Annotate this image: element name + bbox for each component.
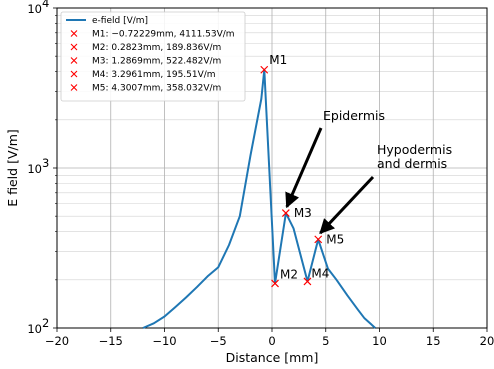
annotation-arrow [319, 175, 375, 235]
marker-x-icon [260, 65, 269, 74]
y-tick-label: 10 [27, 2, 42, 16]
legend-entry-marker: M5: 4.3007mm, 358.032V/m [92, 84, 221, 94]
marker-label: M2 [280, 267, 298, 281]
legend-marker-icon [70, 30, 78, 37]
marker-x-icon [271, 279, 279, 288]
marker-label: M4 [311, 266, 329, 280]
x-tick-label: 15 [426, 334, 441, 348]
y-tick-label: 10 [27, 322, 42, 336]
marker-x-icon [314, 235, 323, 244]
markers-group: M1 M2 M3 M4 M5 [260, 53, 344, 288]
x-tick-label: −10 [152, 334, 176, 348]
legend-box [60, 11, 246, 102]
marker-m5: M5 [314, 232, 344, 246]
legend-marker-icon [70, 84, 78, 91]
marker-label: M1 [269, 53, 287, 67]
marker-x-icon [303, 277, 312, 286]
legend: e-field [V/m] M1: −0.72229mm, 4111.53V/m M… [60, 11, 246, 102]
y-axis-label: E field [V/m] [5, 129, 20, 207]
legend-marker-icon [70, 43, 78, 51]
marker-m3: M3 [281, 206, 312, 220]
y-tick-label: 10 [27, 162, 42, 176]
x-tick-label: 5 [322, 334, 329, 348]
y-tick-exponent: 2 [42, 316, 49, 330]
x-tick-label: −20 [45, 334, 69, 348]
annotation-text: and dermis [377, 156, 447, 171]
y-tick-exponent: 4 [42, 0, 49, 10]
legend-entry-series: e-field [V/m] [92, 16, 148, 26]
annotation-arrow [285, 127, 323, 209]
y-tick-exponent: 3 [42, 156, 49, 170]
x-tick-label: 20 [480, 334, 494, 348]
x-tick-label: −5 [210, 334, 227, 348]
x-tick-label: 10 [372, 334, 387, 348]
legend-entry-marker: M3: 1.2869mm, 522.482V/m [92, 57, 221, 67]
legend-marker-icon [70, 57, 78, 64]
marker-x-icon [281, 209, 290, 218]
annotation-text: Hypodermis [377, 142, 452, 157]
marker-label: M3 [294, 206, 312, 220]
marker-m4: M4 [303, 266, 329, 286]
marker-label: M5 [326, 232, 344, 246]
annotation-1: Epidermis [285, 108, 385, 209]
legend-entry-marker: M2: 0.2823mm, 189.836V/m [92, 43, 221, 53]
x-tick-label: −15 [99, 334, 123, 348]
legend-entry-marker: M1: −0.72229mm, 4111.53V/m [92, 30, 235, 40]
x-tick-label: 0 [268, 334, 275, 348]
legend-marker-icon [70, 70, 78, 78]
annotation-text: Epidermis [323, 108, 385, 123]
marker-m2: M2 [271, 267, 298, 288]
marker-m1: M1 [260, 53, 287, 74]
legend-entry-marker: M4: 3.2961mm, 195.51V/m [92, 70, 216, 80]
x-axis-label: Distance [mm] [226, 350, 319, 365]
